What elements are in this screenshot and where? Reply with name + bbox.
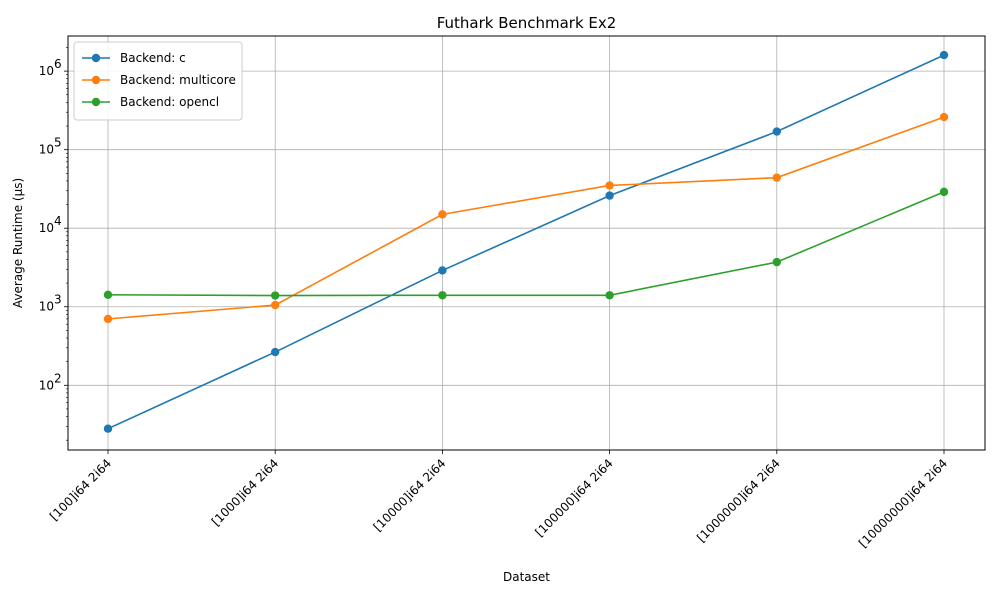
- data-point: [605, 291, 614, 300]
- data-point: [605, 191, 614, 200]
- y-tick-label: 10: [39, 378, 54, 392]
- x-axis-ticks: [100]i64 2i64 [1000]i64 2i64 [10000]i64 2i…: [47, 450, 950, 550]
- series-1: [103, 112, 949, 324]
- series-2: [103, 187, 949, 300]
- x-axis-label: Dataset: [503, 570, 550, 584]
- series-lines: [103, 50, 949, 433]
- data-point: [772, 173, 781, 182]
- series-line: [107, 54, 945, 430]
- data-point: [438, 266, 447, 275]
- y-tick-exponent: 2: [54, 371, 62, 385]
- data-point: [772, 127, 781, 136]
- y-tick-label: 10: [39, 143, 54, 157]
- x-tick-label: [100000]i64 2i64: [532, 456, 615, 539]
- y-tick-exponent: 5: [54, 136, 62, 150]
- data-point: [939, 187, 949, 197]
- legend: Backend: c Backend: multicore Backend: ope…: [73, 41, 243, 121]
- y-tick-label: 10: [39, 300, 54, 314]
- data-point: [103, 290, 113, 299]
- legend-item: Backend: c: [82, 51, 186, 65]
- y-axis-label: Average Runtime (μs): [11, 178, 25, 308]
- data-point: [103, 314, 113, 324]
- data-point: [271, 347, 280, 357]
- data-point: [271, 291, 280, 300]
- plot-area-frame: [67, 35, 986, 451]
- legend-marker: [91, 53, 101, 63]
- series-line: [107, 191, 945, 297]
- data-point: [772, 257, 781, 267]
- data-point: [271, 300, 280, 310]
- y-tick-exponent: 4: [54, 214, 62, 228]
- data-point: [438, 210, 447, 219]
- legend-label: Backend: opencl: [120, 95, 219, 109]
- x-tick-label: [1000]i64 2i64: [209, 456, 282, 529]
- legend-item: Backend: opencl: [82, 95, 219, 109]
- data-point: [605, 181, 614, 190]
- x-tick-label: [10000000]i64 2i64: [856, 456, 950, 550]
- x-tick-label: [100]i64 2i64: [47, 456, 114, 523]
- series-line: [107, 116, 945, 320]
- legend-label: Backend: c: [120, 51, 186, 65]
- data-point: [103, 424, 113, 433]
- y-tick-exponent: 6: [54, 57, 62, 71]
- y-tick-label: 10: [39, 64, 54, 78]
- legend-box: [73, 41, 243, 121]
- legend-marker: [91, 75, 101, 85]
- data-point: [939, 112, 949, 122]
- legend-item: Backend: multicore: [82, 73, 236, 87]
- x-tick-label: [10000]i64 2i64: [371, 456, 449, 534]
- data-point: [438, 291, 447, 300]
- legend-marker: [91, 97, 101, 107]
- x-tick-label: [1000000]i64 2i64: [694, 456, 783, 545]
- chart-title: Futhark Benchmark Ex2: [437, 14, 617, 32]
- y-tick-label: 10: [39, 221, 54, 235]
- data-point: [939, 50, 949, 60]
- legend-label: Backend: multicore: [120, 73, 236, 87]
- y-tick-exponent: 3: [54, 293, 62, 307]
- series-0: [103, 50, 949, 433]
